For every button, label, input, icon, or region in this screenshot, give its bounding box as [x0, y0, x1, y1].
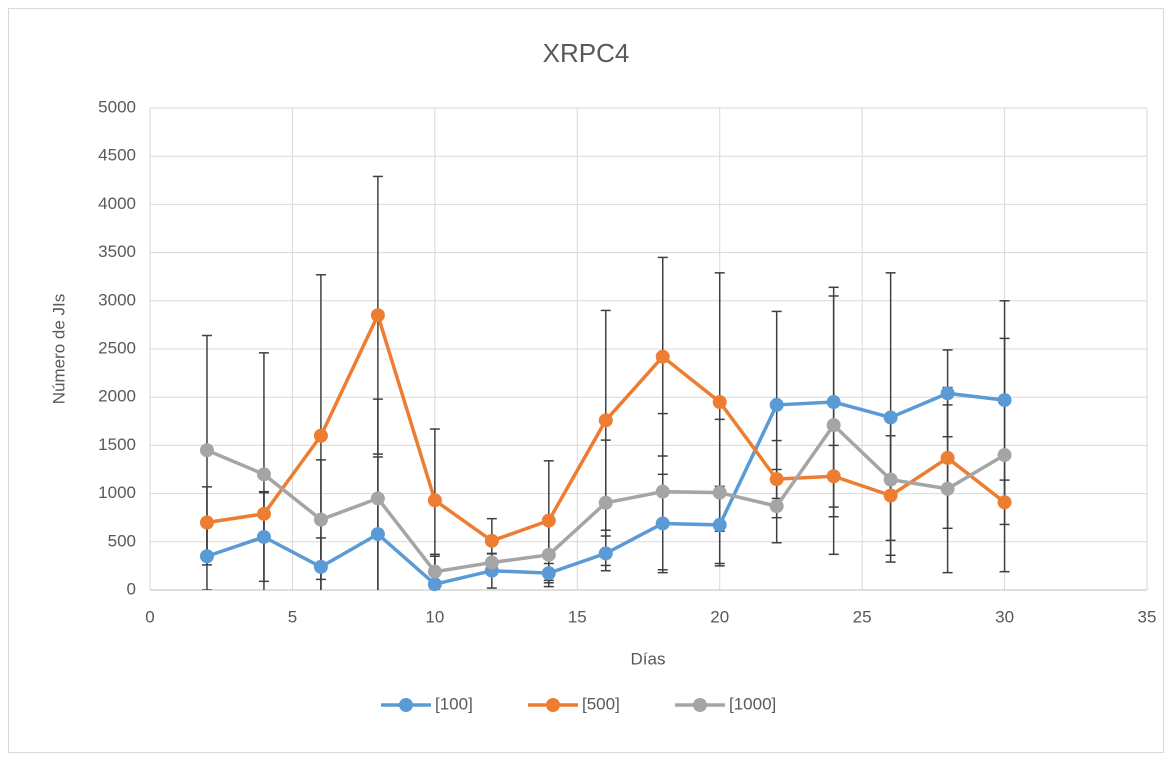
legend-label: [100]	[435, 694, 473, 713]
legend-marker	[546, 698, 560, 712]
legend-marker	[399, 698, 413, 712]
data-point	[427, 577, 442, 592]
data-point	[997, 393, 1012, 408]
x-tick-label: 0	[145, 607, 154, 626]
data-point	[370, 491, 385, 506]
data-point	[997, 495, 1012, 510]
data-point	[256, 467, 271, 482]
data-point	[199, 443, 214, 458]
data-point	[769, 397, 784, 412]
data-point	[199, 515, 214, 530]
data-point	[655, 484, 670, 499]
chart-title: XRPC4	[543, 38, 630, 68]
y-tick-label: 3500	[98, 242, 136, 261]
legend-label: [500]	[582, 694, 620, 713]
data-point	[541, 566, 556, 581]
data-point	[712, 395, 727, 410]
y-tick-label: 2000	[98, 387, 136, 406]
data-point	[940, 450, 955, 465]
y-tick-label: 4500	[98, 146, 136, 165]
data-point	[940, 481, 955, 496]
data-point	[940, 386, 955, 401]
data-point	[712, 485, 727, 500]
data-point	[826, 469, 841, 484]
data-point	[541, 513, 556, 528]
data-point	[826, 418, 841, 433]
y-tick-label: 1000	[98, 483, 136, 502]
data-point	[769, 472, 784, 487]
x-tick-label: 25	[853, 607, 872, 626]
y-tick-label: 500	[108, 531, 136, 550]
data-point	[826, 395, 841, 410]
legend-label: [1000]	[729, 694, 776, 713]
x-tick-label: 35	[1138, 607, 1157, 626]
data-point	[370, 308, 385, 323]
data-point	[997, 448, 1012, 463]
data-point	[883, 410, 898, 425]
data-point	[883, 472, 898, 487]
data-point	[712, 517, 727, 532]
data-point	[598, 495, 613, 510]
x-tick-label: 5	[288, 607, 297, 626]
data-point	[484, 533, 499, 548]
data-point	[427, 493, 442, 508]
x-tick-label: 10	[425, 607, 444, 626]
x-tick-label: 30	[995, 607, 1014, 626]
x-tick-label: 20	[710, 607, 729, 626]
data-point	[883, 488, 898, 503]
data-point	[313, 512, 328, 527]
data-point	[598, 546, 613, 561]
data-point	[199, 549, 214, 564]
data-point	[655, 349, 670, 364]
data-point	[655, 516, 670, 531]
y-tick-label: 2500	[98, 338, 136, 357]
x-tick-label: 15	[568, 607, 587, 626]
data-point	[598, 413, 613, 428]
y-axis-label: Número de JIs	[49, 294, 68, 405]
data-point	[313, 428, 328, 443]
y-tick-label: 0	[127, 579, 136, 598]
chart-frame	[8, 8, 1164, 753]
data-point	[541, 547, 556, 562]
legend-marker	[693, 698, 707, 712]
y-tick-label: 3000	[98, 290, 136, 309]
data-point	[256, 506, 271, 521]
x-axis-label: Días	[631, 649, 666, 668]
data-point	[370, 527, 385, 542]
data-point	[427, 564, 442, 579]
y-tick-label: 1500	[98, 435, 136, 454]
data-point	[256, 529, 271, 544]
data-point	[484, 555, 499, 570]
y-tick-label: 5000	[98, 97, 136, 116]
y-tick-label: 4000	[98, 194, 136, 213]
data-point	[313, 559, 328, 574]
data-point	[769, 499, 784, 514]
